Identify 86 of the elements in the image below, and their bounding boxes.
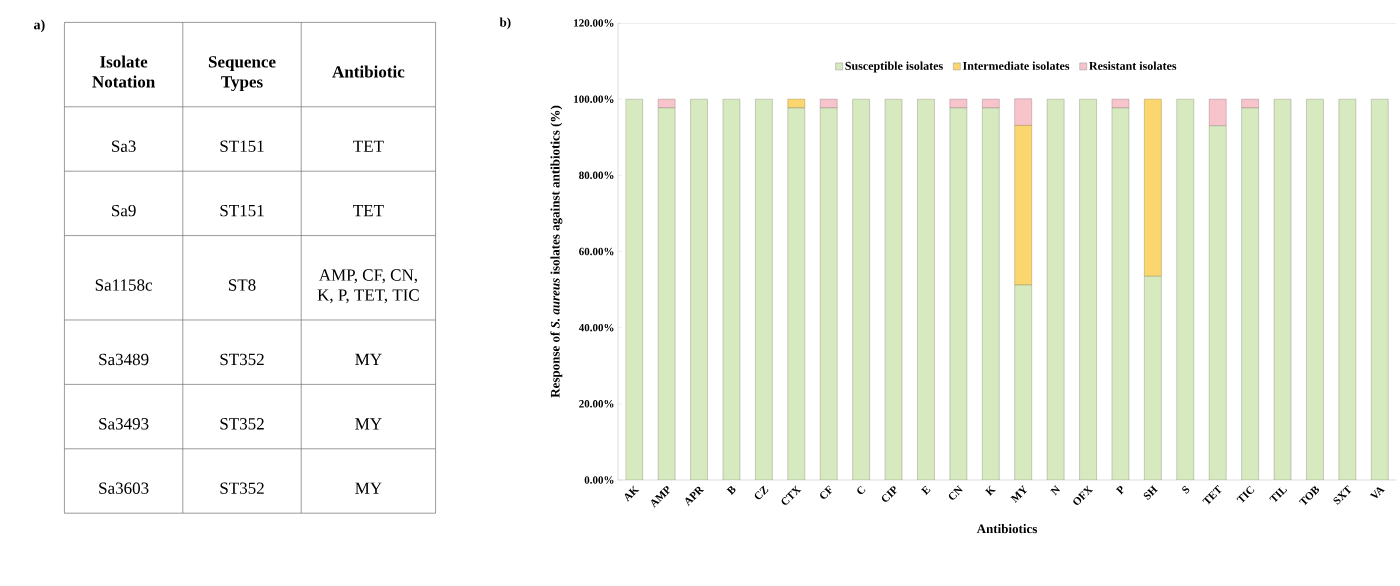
bar [1241,107,1259,480]
bar [1209,98,1227,127]
text: ST8 [228,279,256,291]
x-tick-label: P [1115,486,1124,495]
text: Sa3493 [99,418,149,430]
bar [1111,107,1130,480]
x-tick-label: S [1182,485,1190,494]
y-tick-label: 120.00% [574,19,614,27]
text: MY [355,353,382,365]
bar [1144,276,1162,480]
y-tick-label: 60.00% [579,247,614,256]
bar [820,98,838,109]
bar [917,98,935,480]
bar [1241,98,1259,109]
x-tick-label: K [984,485,996,496]
legend-label: Susceptible isolates [845,61,943,73]
x-tick-label: AK [624,485,640,502]
x-tick-label: B [726,486,736,496]
x-tick-label: CZ [754,485,769,500]
x-axis-title: Antibiotics [976,524,1038,534]
text: Sa3603 [99,482,149,494]
category-label: Antibiotic [332,65,405,78]
bar [722,98,741,480]
text: Sa1158c [95,279,153,291]
bar [1111,98,1130,109]
bar [787,107,805,480]
text: TET [353,140,384,152]
text: ST151 [220,140,264,152]
bar [1338,98,1357,480]
bar [1209,125,1227,480]
bar [1176,98,1194,480]
bar [625,98,643,480]
bar [1014,125,1032,286]
category-label: Sequence Types [208,56,276,92]
x-tick-label: CIP [881,486,897,502]
x-tick-label: C [857,485,866,495]
text: ST151 [220,204,264,217]
bar [884,98,903,480]
bar [1273,98,1292,480]
bar [1306,98,1324,480]
text: AMP, CF, CN, K, P, TET, TIC [317,269,419,304]
y-tick-label: 100.00% [574,95,614,103]
x-tick-label: VA [1369,487,1385,498]
x-tick-label: TIL [1269,487,1288,503]
text: ST352 [220,418,264,430]
y-tick-label: 80.00% [579,171,614,180]
bar [982,107,1000,480]
bar [949,107,968,480]
bar [1046,98,1065,480]
bar [1014,98,1032,126]
bar [949,98,968,109]
y-tick-label: 40.00% [578,323,614,332]
text: ST352 [220,353,264,366]
bar [657,107,676,480]
y-tick-label: 0.00% [584,476,614,484]
text: Sa3489 [99,353,149,366]
bar [690,98,708,480]
bar [852,98,870,480]
x-tick-label: N [1050,485,1060,496]
bar [1014,284,1032,480]
bar [755,98,773,480]
text: b) [499,17,511,30]
x-tick-label: CF [820,485,832,499]
y-tick-label: 20.00% [579,400,614,408]
x-tick-label: E [920,485,931,496]
x-tick-label: MY [1010,485,1027,503]
text: MY [355,418,382,430]
text: Sa3 [112,140,136,152]
category-label: Isolate Notation [92,55,155,88]
legend-label: Intermediate isolates [962,61,1070,70]
text: a) [34,19,45,33]
x-tick-label: TIC [1236,485,1255,503]
y-axis-title: Response of S. aureus isolates against antibiotics (%) [550,105,563,398]
bar [657,98,676,109]
x-tick-label: CN [948,485,963,500]
text: ST352 [220,482,264,494]
x-tick-label: SH [1143,485,1158,500]
bar [1079,98,1097,480]
bar [820,107,838,480]
bar [787,98,805,109]
legend-label: Resistant isolates [1089,61,1177,70]
bar [1371,98,1389,480]
text: Sa9 [112,204,136,217]
bar [982,98,1000,109]
text: TET [353,205,384,217]
bar [1144,98,1162,277]
